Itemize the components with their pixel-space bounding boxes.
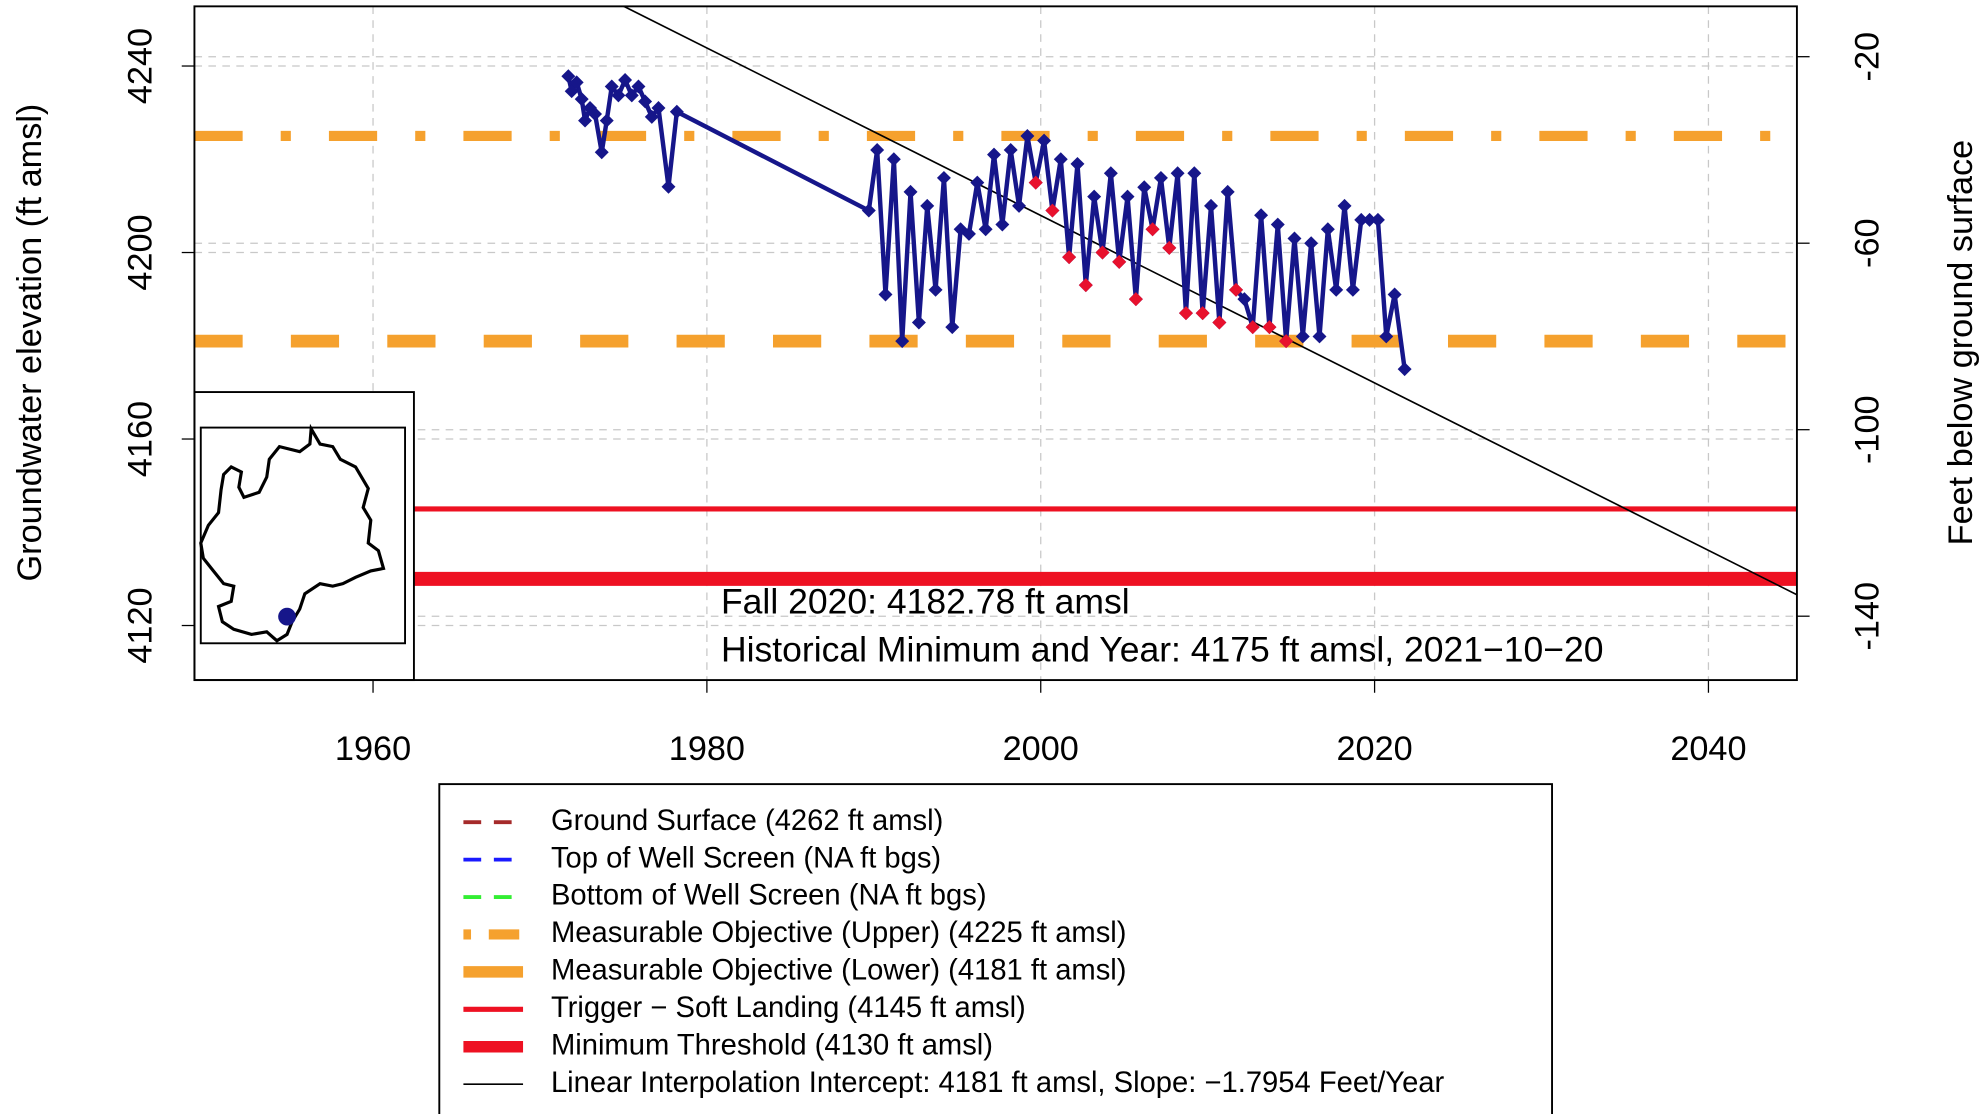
data-point [1037,133,1052,148]
data-point [1003,142,1018,157]
data-point [1112,254,1127,269]
data-point [661,179,676,194]
data-point [903,184,918,199]
data-point [936,170,951,185]
data-point [886,152,901,167]
data-point [631,79,646,94]
data-point [861,203,876,218]
legend-label: Minimum Threshold (4130 ft amsl) [551,1029,993,1061]
data-point [1212,315,1227,330]
x-tick-label: 2000 [1003,730,1079,768]
data-point [1137,180,1152,195]
data-point [1229,282,1244,297]
data-point [599,113,614,128]
data-point [1354,212,1369,227]
data-point [987,147,1001,162]
inset-map-frame [199,426,407,645]
data-point [1012,198,1027,213]
data-point [920,198,935,213]
basin-outline [199,423,386,643]
data-point [1337,198,1352,213]
data-point [618,73,633,87]
data-point [970,175,985,190]
legend-label: Top of Well Screen (NA ft bgs) [551,842,941,874]
data-point [995,217,1010,232]
legend-label: Measurable Objective (Upper) (4225 ft am… [551,917,1127,949]
plot-frame [193,5,1798,682]
annotation: Historical Minimum and Year: 4175 ft ams… [721,630,1603,670]
legend-label: Measurable Objective (Lower) (4181 ft am… [551,955,1127,987]
x-tick-label: 2040 [1670,730,1746,768]
y-tick-label: 4240 [121,28,159,104]
data-point [624,88,639,103]
well-location [278,607,296,626]
legend-label: Ground Surface (4262 ft amsl) [551,805,943,837]
data-point [1312,329,1327,344]
y-tick-label: 4200 [121,214,159,290]
data-point [569,75,584,90]
data-point [1153,170,1168,185]
data-point [561,69,576,84]
y2-tick-label: -140 [1848,582,1886,651]
x-tick-label: 2020 [1336,730,1412,768]
data-point [1062,250,1077,265]
data-point [611,88,626,103]
annotation: Fall 2020: 4182.78 ft amsl [721,581,1130,621]
data-point [978,222,993,237]
y-axis-label: Groundwater elevation (ft amsl) [11,104,49,582]
trend-line [622,6,1797,596]
data-point [604,79,619,94]
y2-tick-label: -100 [1848,395,1886,464]
inset-map [193,391,415,682]
data-point [895,334,910,349]
data-point [1045,203,1060,218]
data-point [1254,208,1269,223]
legend-frame [438,783,1553,1114]
data-point [574,92,589,107]
data-point [644,109,659,124]
reference-lines [194,6,1797,596]
data-point [1362,212,1377,227]
x-tick-label: 1960 [335,730,411,768]
data-point [1379,329,1394,344]
data-point [961,226,976,241]
grid [194,6,1797,681]
data-point [578,113,593,128]
axes: 1960 1980 2000 2020 2040 4120 4160 4200 4240 -20 -… [121,28,1886,768]
y2-tick-label: -60 [1848,218,1886,268]
data-point [1162,240,1177,255]
legend-label: Linear Interpolation Intercept: 4181 ft … [551,1067,1445,1099]
data-point [1070,156,1085,171]
legend-label: Bottom of Well Screen (NA ft bgs) [551,880,987,912]
data-point [1087,189,1102,204]
legend: Ground Surface (4262 ft amsl) Top of Well… [438,783,1553,1114]
data-point [594,145,609,160]
legend-label: Trigger − Soft Landing (4145 ft amsl) [551,992,1026,1024]
data-point [588,107,603,122]
data-point [870,142,885,157]
y-tick-label: 4160 [121,401,159,477]
data-point [1279,334,1294,349]
y2-axis-label: Feet below ground surface [1942,140,1980,546]
y-tick-label: 4120 [121,587,159,663]
data-point [911,315,926,330]
data-point [651,101,666,115]
x-tick-label: 1980 [669,730,745,768]
data-point [638,94,653,109]
y2-tick-label: -20 [1848,32,1886,82]
data-point [1304,236,1319,251]
data-point [669,104,684,119]
data-point [1178,306,1193,321]
